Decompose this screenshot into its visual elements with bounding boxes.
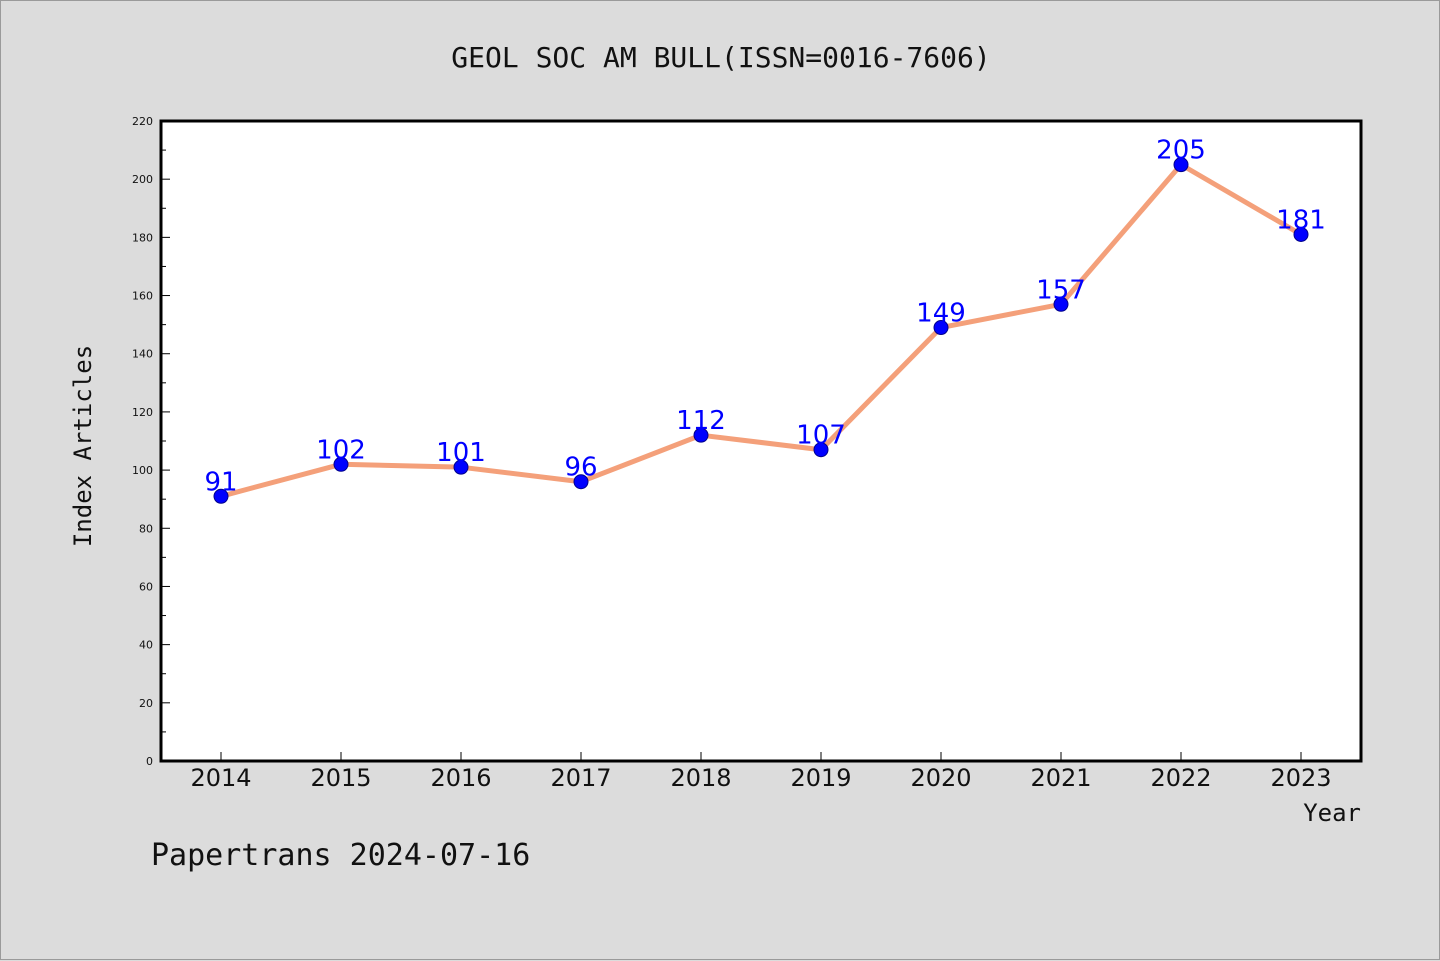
series-line-group	[213, 157, 1309, 504]
data-point	[1053, 296, 1069, 312]
data-point	[453, 459, 469, 475]
chart-title: GEOL SOC AM BULL(ISSN=0016-7606)	[451, 41, 990, 74]
data-point	[933, 320, 949, 336]
x-tick-label: 2019	[790, 764, 851, 792]
data-label: 112	[676, 406, 726, 436]
x-tick-label: 2016	[430, 764, 491, 792]
data-point	[1173, 157, 1189, 173]
y-tick-label: 80	[139, 522, 153, 535]
x-axis-title: Year	[1303, 799, 1361, 827]
y-tick-label: 20	[139, 697, 153, 710]
data-label: 91	[204, 467, 237, 497]
data-label: 181	[1276, 205, 1326, 235]
y-tick-label: 100	[132, 464, 153, 477]
data-label: 149	[916, 299, 966, 329]
data-point	[333, 456, 349, 472]
data-point	[573, 474, 589, 490]
x-tick-label: 2015	[310, 764, 371, 792]
data-label: 96	[564, 453, 597, 483]
x-tick-label: 2014	[190, 764, 251, 792]
x-tick-label: 2017	[550, 764, 611, 792]
x-axis: 2014 2015 2016 2017 2018 2019 2020 2021 2022 2023	[190, 752, 1332, 792]
y-tick-label: 200	[132, 173, 153, 186]
x-tick-label: 2018	[670, 764, 731, 792]
data-label: 102	[316, 435, 366, 465]
footer-stamp: Papertrans 2024-07-16	[151, 838, 530, 873]
y-tick-label: 120	[132, 406, 153, 419]
data-label: 205	[1156, 136, 1206, 166]
x-tick-label: 2023	[1270, 764, 1331, 792]
y-axis-title: Index Articles	[69, 345, 97, 547]
data-point	[1293, 226, 1309, 242]
data-point	[813, 442, 829, 458]
data-label-group: 91 102 101 96 112 107 149 157 205 181	[204, 136, 1325, 498]
y-tick-label: 60	[139, 580, 153, 593]
data-label: 101	[436, 438, 486, 468]
x-tick-label: 2020	[910, 764, 971, 792]
data-label: 157	[1036, 275, 1086, 305]
data-point	[213, 488, 229, 504]
data-label: 107	[796, 421, 846, 451]
y-tick-label: 160	[132, 290, 153, 303]
x-tick-label: 2022	[1150, 764, 1211, 792]
y-tick-label: 0	[146, 755, 153, 768]
series-line	[220, 162, 1303, 499]
x-tick-label: 2021	[1030, 764, 1091, 792]
y-tick-label: 220	[132, 115, 153, 128]
y-tick-label: 140	[132, 348, 153, 361]
y-tick-label: 180	[132, 231, 153, 244]
y-tick-label: 40	[139, 639, 153, 652]
data-point	[693, 427, 709, 443]
y-axis: 0 20 40 60 80 100 120 140 160 180 200 220	[132, 115, 170, 768]
